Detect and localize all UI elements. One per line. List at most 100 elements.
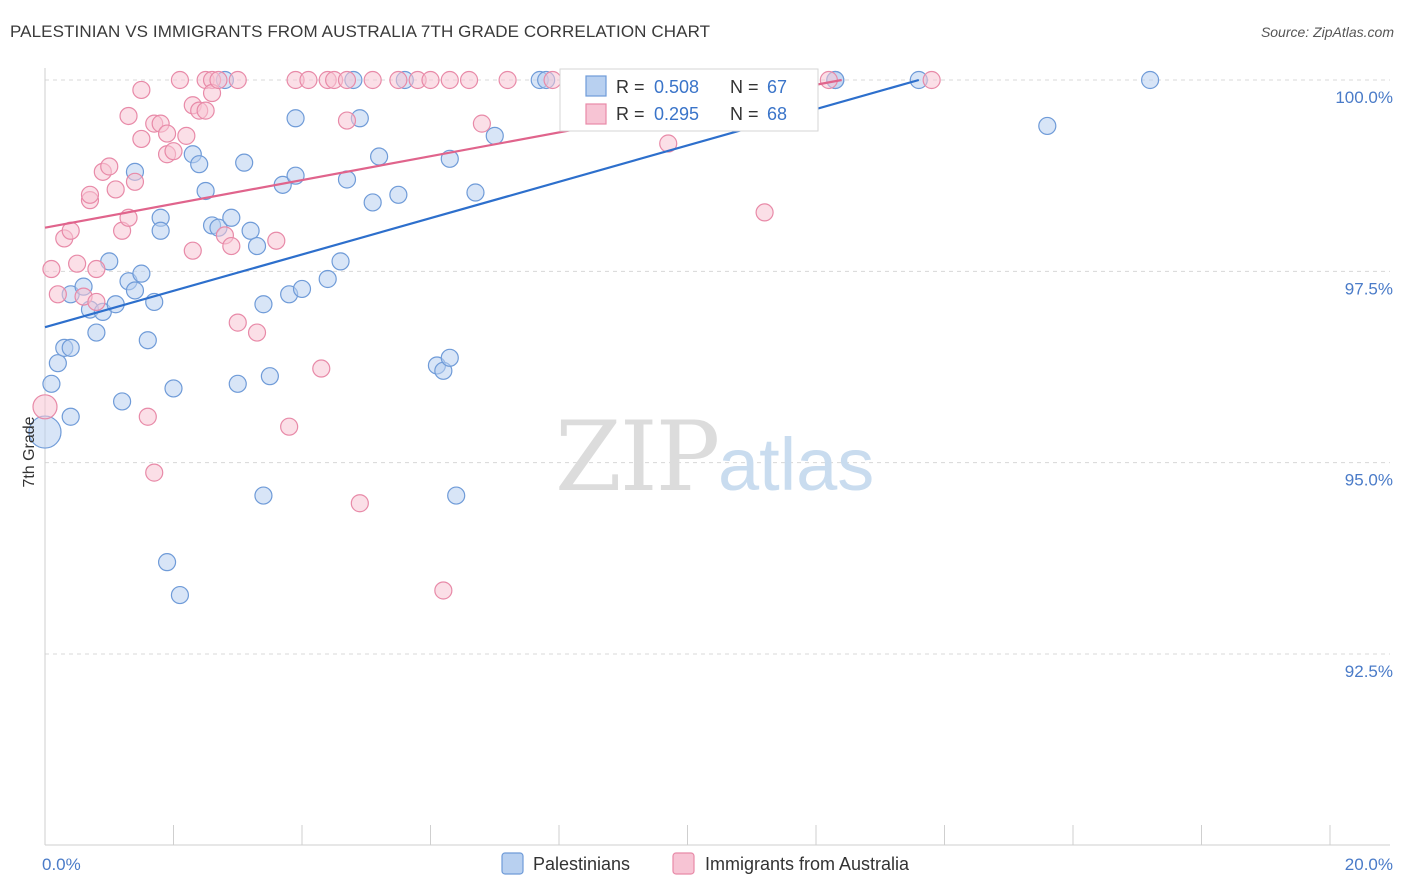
- legend-r-label: R =: [616, 77, 645, 97]
- immigrants-australia-point: [459, 70, 479, 90]
- y-tick-label: 100.0%: [1335, 88, 1393, 107]
- palestinians-point: [254, 486, 273, 505]
- palestinians-point: [87, 323, 106, 342]
- palestinians-point: [42, 374, 61, 393]
- palestinians-point: [241, 221, 260, 240]
- palestinians-point: [286, 109, 305, 128]
- legend-r-value: 0.508: [654, 77, 699, 97]
- immigrants-australia-point: [389, 70, 408, 90]
- immigrants-australia-point: [138, 407, 157, 426]
- legend-swatch-palestinians: [501, 852, 524, 875]
- palestinians-point: [112, 392, 132, 411]
- watermark-zip: ZIP: [555, 401, 718, 513]
- legend-swatch-pink: [585, 103, 607, 125]
- legend-swatch-immigrants-australia: [672, 852, 695, 875]
- immigrants-australia-point: [80, 185, 100, 204]
- palestinians-point: [170, 585, 190, 605]
- palestinians-point: [222, 208, 241, 227]
- palestinians-point: [138, 331, 157, 350]
- palestinians-point: [190, 155, 209, 174]
- immigrants-australia-point: [363, 70, 382, 90]
- immigrants-australia-point: [183, 241, 202, 260]
- immigrants-australia-point: [280, 417, 299, 436]
- legend-r-label: R =: [616, 104, 645, 124]
- immigrants-australia-point: [48, 285, 67, 304]
- immigrants-australia-point: [472, 114, 491, 133]
- y-tick-label: 95.0%: [1345, 471, 1393, 490]
- immigrants-australia-point: [157, 124, 177, 143]
- watermark-atlas: atlas: [718, 423, 874, 506]
- palestinians-point: [292, 279, 312, 299]
- legend-label-palestinians: Palestinians: [533, 854, 630, 874]
- immigrants-australia-point: [922, 70, 941, 90]
- legend-r-value: 0.295: [654, 104, 699, 124]
- immigrants-australia-point: [350, 494, 369, 513]
- axes: [44, 68, 1390, 846]
- y-tick-labels: 100.0% 97.5% 95.0% 92.5%: [1335, 88, 1393, 681]
- immigrants-australia-point: [164, 142, 183, 161]
- immigrants-australia-point: [440, 70, 459, 90]
- immigrants-australia-point: [434, 581, 453, 600]
- immigrants-australia-point: [267, 231, 286, 250]
- series-legend: Palestinians Immigrants from Australia: [501, 852, 910, 875]
- palestinians-point: [61, 338, 80, 357]
- immigrants-australia-point: [222, 236, 241, 256]
- palestinians-point: [196, 181, 215, 201]
- y-axis-label: 7th Grade: [21, 416, 38, 487]
- immigrants-australia-point: [498, 70, 517, 90]
- palestinians-point: [447, 486, 466, 505]
- palestinians-point: [370, 147, 389, 166]
- immigrants-australia-point: [32, 394, 58, 420]
- palestinians-point: [466, 183, 485, 202]
- palestinians-point: [440, 149, 459, 168]
- palestinians-point: [363, 193, 382, 212]
- immigrants-australia-point: [228, 313, 247, 332]
- chart-title: PALESTINIAN VS IMMIGRANTS FROM AUSTRALIA…: [10, 22, 711, 41]
- immigrants-australia-point: [755, 203, 774, 222]
- immigrants-australia-point: [228, 70, 247, 90]
- palestinians-point: [235, 153, 254, 172]
- immigrants-australia-point: [247, 323, 267, 342]
- x-tick-label: 20.0%: [1345, 855, 1393, 874]
- palestinians-point: [247, 236, 267, 256]
- immigrants-australia-point: [132, 80, 151, 100]
- immigrants-australia-point: [312, 359, 331, 378]
- palestinians-point: [485, 126, 504, 145]
- legend-n-label: N =: [730, 104, 759, 124]
- immigrants-australia-point: [819, 70, 838, 90]
- immigrants-australia-point: [106, 180, 125, 199]
- legend-n-label: N =: [730, 77, 759, 97]
- immigrants-australia-point: [543, 70, 562, 90]
- palestinians-point: [260, 367, 279, 386]
- palestinians-point: [106, 295, 125, 314]
- immigrants-australia-point: [299, 70, 318, 90]
- palestinians-point: [132, 264, 151, 283]
- palestinians-point: [157, 553, 177, 572]
- palestinians-point: [228, 374, 247, 393]
- palestinians-point: [440, 348, 459, 367]
- correlation-legend: R = 0.508 N = 67 R = 0.295 N = 68: [559, 68, 819, 132]
- palestinians-point: [164, 379, 183, 398]
- immigrants-australia-point: [100, 157, 119, 176]
- x-tick-labels: 0.0% 20.0%: [42, 855, 1393, 874]
- immigrants-australia-point: [177, 126, 196, 145]
- immigrants-australia-point: [87, 292, 106, 312]
- palestinians-point: [331, 252, 350, 271]
- immigrants-australia-point: [68, 254, 87, 273]
- immigrants-australia-point: [119, 106, 138, 126]
- immigrants-australia-point: [337, 111, 357, 130]
- palestinians-point: [61, 407, 80, 426]
- legend-n-value: 68: [767, 104, 787, 124]
- y-tick-label: 92.5%: [1345, 662, 1393, 681]
- scatter-points: [28, 70, 1160, 605]
- immigrants-australia-point: [145, 463, 164, 482]
- y-tick-label: 97.5%: [1345, 279, 1393, 298]
- palestinians-point: [1038, 116, 1057, 136]
- palestinians-point: [125, 281, 145, 300]
- palestinians-point: [48, 354, 67, 373]
- palestinians-point: [151, 221, 170, 240]
- immigrants-australia-point: [337, 70, 357, 90]
- palestinians-point: [1140, 70, 1160, 90]
- palestinians-point: [389, 185, 408, 204]
